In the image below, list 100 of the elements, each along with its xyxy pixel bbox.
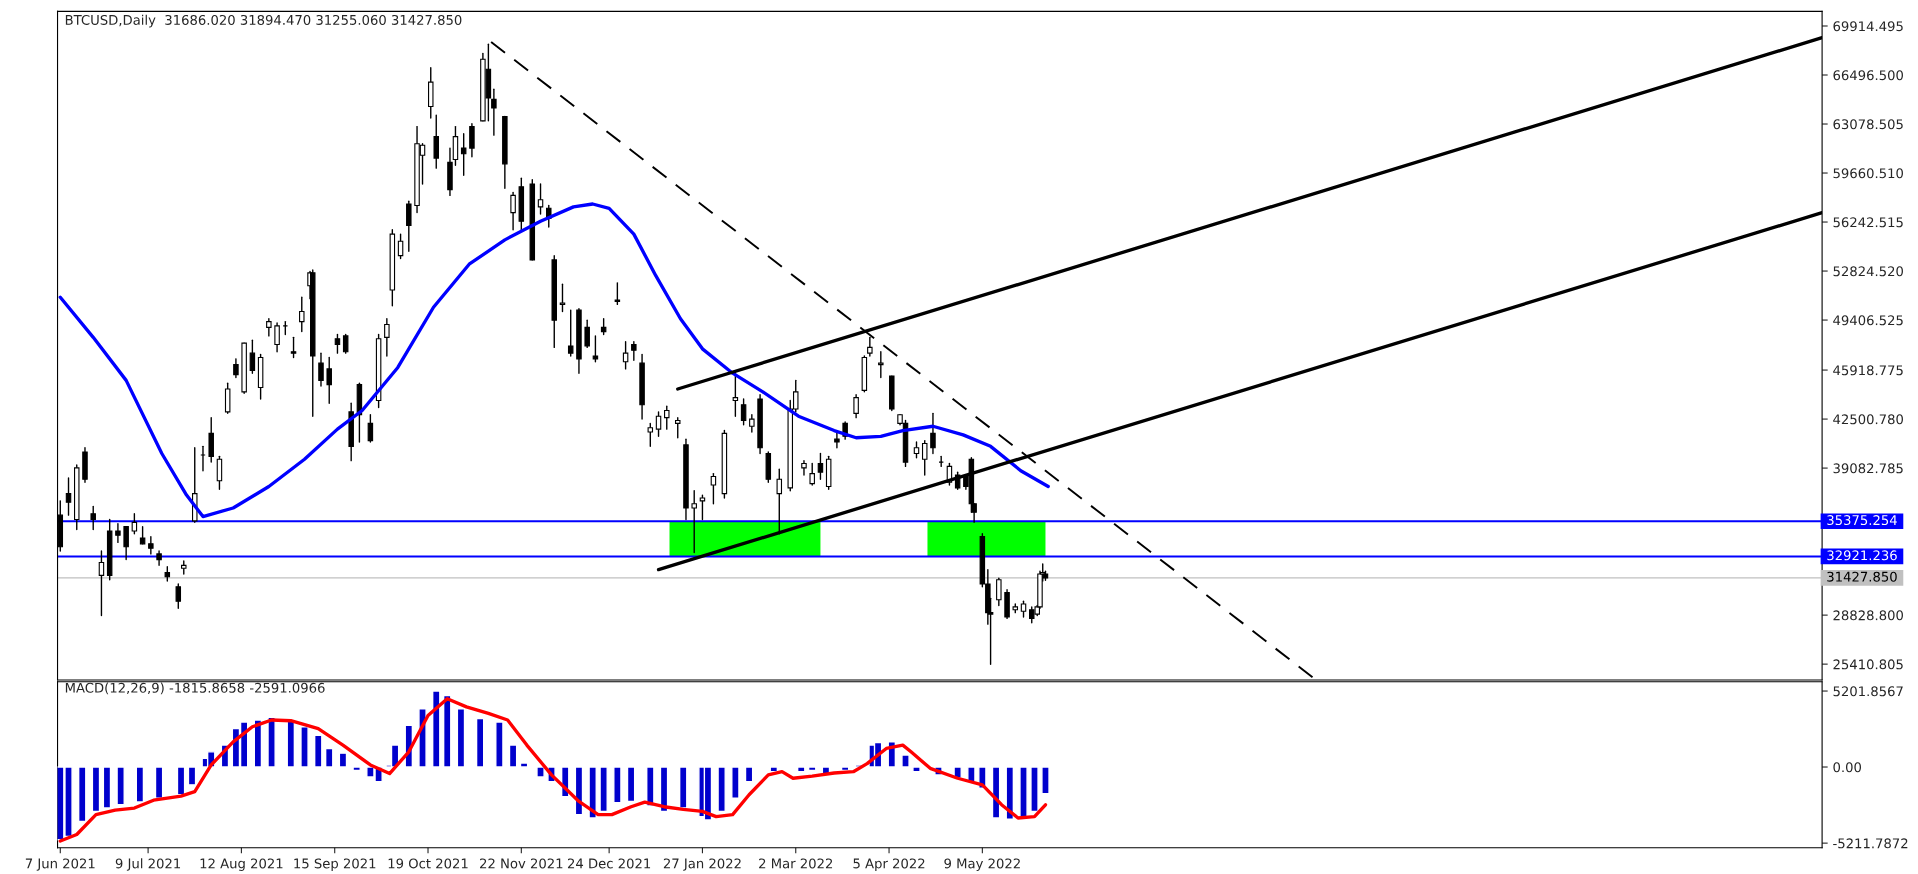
- x-tick-label: 15 Sep 2021: [294, 858, 376, 871]
- candlestick: [452, 125, 459, 166]
- bar: [731, 766, 740, 799]
- bar: [102, 766, 112, 809]
- candlestick: [342, 333, 349, 354]
- bar: [840, 766, 850, 772]
- candlestick: [90, 505, 96, 531]
- candlestick: [334, 333, 341, 354]
- candlestick: [740, 398, 747, 426]
- candlestick: [674, 416, 681, 439]
- candlestick: [98, 550, 105, 617]
- candlestick: [631, 340, 637, 361]
- y-tick-label: 5201.8567: [1833, 686, 1903, 697]
- candlestick: [853, 394, 859, 419]
- bar: [508, 744, 518, 768]
- candlestick: [592, 335, 599, 363]
- candlestick: [921, 439, 928, 476]
- bar: [744, 766, 754, 783]
- candlestick: [622, 340, 629, 370]
- bar: [176, 766, 186, 796]
- candlestick: [567, 309, 574, 357]
- y-tick-label: 59660.510: [1833, 168, 1903, 179]
- candlestick: [584, 319, 590, 349]
- candlestick: [384, 318, 390, 357]
- bar: [187, 766, 197, 786]
- candlestick: [537, 183, 544, 215]
- x-tick-label: 27 Jan 2022: [663, 858, 741, 871]
- y-tick-label: 28828.800: [1833, 610, 1903, 621]
- bar: [300, 726, 309, 768]
- candlestick: [699, 494, 706, 521]
- candlestick: [131, 513, 138, 535]
- bar: [77, 766, 87, 823]
- bar: [1019, 766, 1028, 818]
- y-tick-label: 52824.520: [1833, 266, 1903, 277]
- candlestick: [406, 200, 412, 253]
- candlestick: [664, 405, 670, 430]
- bar: [599, 766, 608, 813]
- candlestick: [290, 336, 297, 359]
- bar: [338, 752, 348, 768]
- candlestick: [834, 432, 840, 449]
- candlestick: [867, 336, 873, 357]
- bar: [626, 766, 636, 803]
- bar: [456, 708, 466, 768]
- candlestick: [318, 352, 324, 387]
- y-tick-label: 66496.500: [1833, 70, 1903, 81]
- ref-line-label: 35375.254: [1827, 515, 1897, 526]
- bar: [475, 717, 485, 768]
- candlestick: [878, 351, 884, 379]
- y-tick-label: 42500.780: [1833, 414, 1903, 425]
- x-tick-label: 7 Jun 2021: [25, 858, 95, 871]
- candlestick: [224, 382, 231, 415]
- candlestick: [326, 356, 332, 405]
- bar: [519, 762, 529, 768]
- bar: [912, 766, 921, 773]
- x-tick-label: 2 Mar 2022: [759, 858, 833, 869]
- chart-title: MACD(12,26,9) -1815.8658 -2591.0966: [65, 682, 325, 695]
- candlestick: [930, 412, 936, 455]
- y-tick-label: 56242.515: [1833, 217, 1903, 228]
- candlestick: [809, 462, 815, 486]
- y-tick-label: 0.00: [1833, 762, 1862, 773]
- bar: [431, 690, 441, 768]
- candlestick: [249, 339, 256, 374]
- bar: [324, 747, 334, 768]
- candlestick: [65, 477, 72, 516]
- candlestick: [148, 535, 154, 555]
- x-tick-label: 12 Aug 2021: [200, 858, 283, 871]
- y-tick-label: 63078.505: [1833, 119, 1903, 130]
- candlestick: [433, 114, 439, 169]
- bar: [1030, 766, 1039, 813]
- bar: [769, 766, 779, 773]
- candlestick: [233, 358, 239, 379]
- bar: [588, 766, 597, 819]
- x-tick-label: 19 Oct 2021: [388, 858, 468, 869]
- candlestick: [469, 123, 475, 158]
- y-tick-label: 45918.775: [1833, 365, 1903, 376]
- candlestick: [208, 416, 214, 463]
- ref-line-label: 31427.850: [1827, 571, 1897, 582]
- candlestick: [175, 583, 182, 610]
- bar: [135, 766, 145, 803]
- bar: [678, 766, 688, 809]
- candlestick: [510, 191, 516, 231]
- bar: [613, 766, 622, 804]
- y-tick-label: -5211.7872: [1833, 838, 1908, 849]
- candlestick: [655, 411, 662, 437]
- candlestick: [817, 452, 824, 481]
- bar: [495, 721, 504, 768]
- bar: [1041, 766, 1050, 795]
- candlestick: [299, 296, 305, 333]
- x-tick-label: 24 Dec 2021: [567, 858, 651, 869]
- bar: [116, 766, 125, 806]
- bar: [91, 766, 101, 813]
- candlestick: [614, 282, 621, 306]
- line-series: [58, 697, 1048, 843]
- bar: [796, 766, 806, 773]
- bar: [154, 766, 164, 799]
- candlestick: [710, 472, 717, 505]
- candlestick: [647, 422, 654, 448]
- candlestick: [123, 525, 129, 561]
- ref-line-label: 32921.236: [1827, 550, 1897, 561]
- y-tick-label: 39082.785: [1833, 463, 1903, 474]
